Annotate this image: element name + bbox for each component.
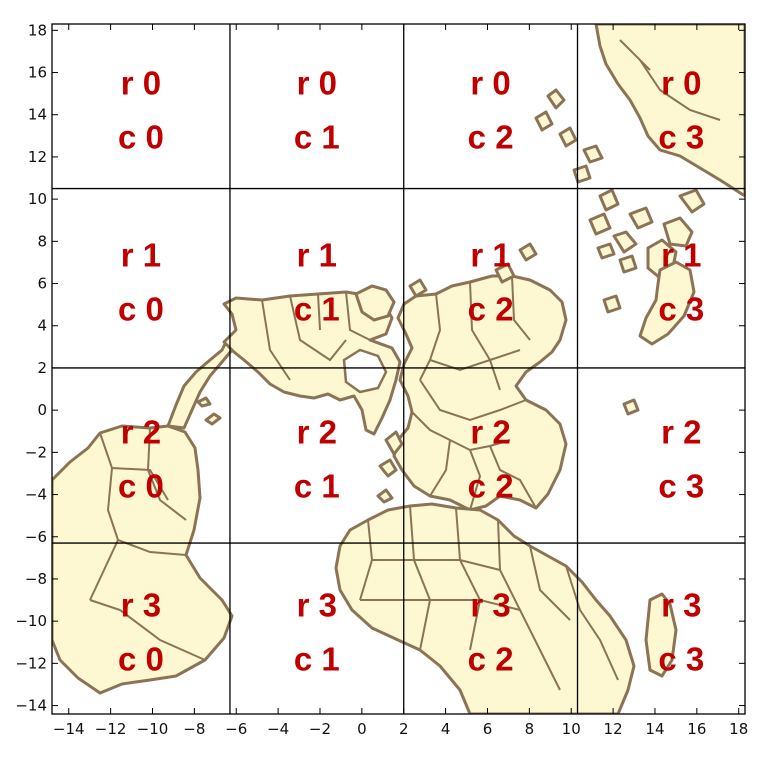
y-axis: 18 16 14 12 10 8 6 4 2 0 −2 −4 −6 −8 −10 −12 −14: [15, 21, 745, 715]
cell-row-label: r 0: [661, 64, 701, 101]
landmass-south-america: [52, 424, 234, 695]
cell-col-label: c 3: [658, 118, 704, 155]
cell-col-label: c 3: [658, 290, 704, 327]
y-tick-label: 16: [28, 64, 47, 82]
y-tick-label: −8: [25, 570, 47, 588]
y-tick-label: −10: [15, 612, 47, 630]
y-tick-label: 14: [28, 106, 47, 124]
plot-frame: [51, 23, 746, 715]
y-tick-label: 18: [28, 21, 47, 39]
tile-grid: [52, 24, 745, 714]
landmass-bay: [342, 348, 388, 394]
x-tick-label: −6: [225, 720, 247, 738]
cell-row-label: r 2: [297, 414, 337, 451]
x-tick-label: 10: [562, 720, 581, 738]
x-tick-label: −12: [95, 720, 127, 738]
cell-row-label: r 1: [470, 236, 510, 273]
cell-row-label: r 2: [470, 414, 510, 451]
cell-row-label: r 3: [297, 587, 337, 624]
border-lines-northeast-asia: [619, 39, 721, 121]
cell-col-label: c 1: [294, 468, 340, 505]
landmass-northeast-asia: [594, 24, 745, 198]
border-lines-eurasia: [411, 275, 537, 511]
y-tick-label: 2: [37, 359, 47, 377]
landmass-madagascar: [644, 592, 678, 678]
landmass-north-america: [222, 290, 402, 436]
cell-col-label: c 3: [658, 641, 704, 678]
cell-col-label: c 0: [118, 118, 164, 155]
x-axis: −14 −12 −10 −8 −6 −4 −2 0 2 4 6 8 10 12 14 16 18: [53, 24, 748, 738]
landmass-long-island: [638, 260, 696, 346]
landmasses: [52, 24, 745, 714]
y-tick-label: 12: [28, 148, 47, 166]
x-tick-label: 2: [399, 720, 409, 738]
landmass-islands-north: [408, 242, 538, 298]
x-tick-label: −14: [53, 720, 85, 738]
cell-col-label: c 3: [658, 468, 704, 505]
cell-row-label: r 2: [661, 414, 701, 451]
y-tick-label: −14: [15, 697, 47, 715]
cell-row-label: r 0: [470, 64, 510, 101]
border-lines-south-america: [89, 427, 206, 661]
cell-row-label: r 0: [121, 64, 161, 101]
y-tick-label: 0: [37, 401, 47, 419]
y-tick-label: 6: [37, 275, 47, 293]
y-tick-label: −4: [25, 486, 47, 504]
landmass-small-islands-east: [596, 242, 640, 416]
cell-col-label: c 1: [294, 290, 340, 327]
x-tick-label: −2: [309, 720, 331, 738]
x-tick-label: −8: [183, 720, 205, 738]
cell-col-label: c 2: [468, 290, 514, 327]
cell-col-label: c 2: [468, 641, 514, 678]
cell-row-label: r 1: [297, 236, 337, 273]
cell-row-label: r 3: [470, 587, 510, 624]
cell-row-label: r 1: [661, 236, 701, 273]
landmass-central-america: [166, 340, 234, 430]
x-tick-label: 6: [483, 720, 493, 738]
x-tick-label: 16: [687, 720, 706, 738]
cell-row-label: r 2: [121, 414, 161, 451]
x-tick-label: 0: [357, 720, 367, 738]
cell-labels: r 0 c 0 r 0 c 1 r 0 c 2 r 0 c 3 r 1 c 0 r 1 c 1 r 1 c…: [118, 64, 704, 677]
landmass-africa: [334, 502, 636, 714]
cell-col-label: c 0: [118, 641, 164, 678]
cell-col-label: c 2: [468, 468, 514, 505]
cell-row-label: r 1: [121, 236, 161, 273]
x-tick-label: 14: [645, 720, 664, 738]
x-tick-label: −10: [137, 720, 169, 738]
y-tick-label: −6: [25, 528, 47, 546]
cell-row-label: r 3: [661, 587, 701, 624]
y-tick-label: 8: [37, 232, 47, 250]
x-tick-label: −4: [267, 720, 289, 738]
border-lines-africa: [359, 505, 619, 691]
landmass-europe-islands: [376, 430, 404, 504]
border-lines-north-america: [261, 291, 371, 381]
cell-col-label: c 1: [294, 118, 340, 155]
x-tick-label: 12: [604, 720, 623, 738]
x-tick-label: 8: [525, 720, 535, 738]
cell-col-label: c 0: [118, 468, 164, 505]
x-tick-label: 4: [441, 720, 451, 738]
cell-row-label: r 0: [297, 64, 337, 101]
y-tick-label: 4: [37, 317, 47, 335]
x-tick-label: 18: [729, 720, 748, 738]
y-tick-label: −2: [25, 443, 47, 461]
cell-row-label: r 3: [121, 587, 161, 624]
landmass-caribbean-islands: [196, 396, 222, 426]
y-tick-label: −12: [15, 654, 47, 672]
cell-col-label: c 2: [468, 118, 514, 155]
cell-col-label: c 1: [294, 641, 340, 678]
landmass-greenland: [354, 284, 396, 322]
cell-col-label: c 0: [118, 290, 164, 327]
y-tick-label: 10: [28, 190, 47, 208]
